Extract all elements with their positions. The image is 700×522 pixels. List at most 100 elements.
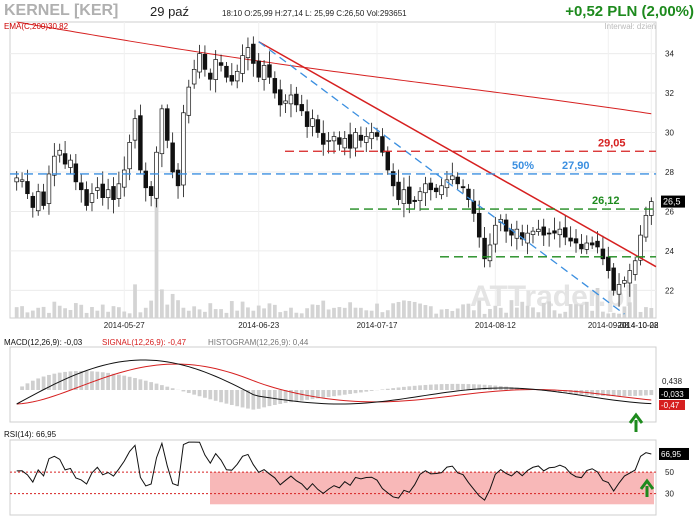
volume-bar: [584, 301, 589, 318]
volume-bar: [359, 307, 363, 318]
signal-label: SIGNAL(12,26,9): -0,47: [102, 338, 187, 347]
volume-bar: [294, 312, 299, 318]
volume-bar: [606, 313, 611, 318]
volume-bar: [369, 310, 374, 318]
candle-body: [417, 191, 423, 202]
candle-body: [487, 244, 493, 262]
candle-body: [62, 153, 68, 165]
candle-body: [277, 89, 283, 106]
candle-body: [272, 78, 278, 94]
macd-histogram-bar: [391, 388, 396, 390]
candle-body: [256, 60, 261, 78]
price-x-tick: 2014-05-27: [104, 321, 145, 330]
candle-body: [643, 215, 649, 238]
macd-histogram-bar: [342, 390, 347, 395]
candle-body: [14, 177, 19, 183]
candle-body: [73, 163, 79, 183]
volume-bar: [466, 303, 471, 318]
macd-histogram-bar: [79, 370, 84, 390]
volume-bar: [644, 307, 648, 318]
volume-bar: [482, 313, 487, 318]
macd-histogram-bar: [170, 388, 175, 390]
volume-bar: [36, 307, 41, 318]
candle-body: [358, 134, 364, 141]
volume-bar: [402, 300, 406, 318]
volume-bar: [520, 301, 525, 318]
candle-body: [541, 226, 546, 236]
macd-histogram-bar: [353, 390, 358, 394]
candle-body: [439, 185, 444, 196]
volume-bar: [590, 310, 595, 318]
candle-body: [337, 137, 342, 145]
candle-body: [261, 65, 267, 80]
macd-histogram-bar: [611, 390, 616, 397]
volume-bar: [181, 307, 186, 318]
candle-body: [638, 234, 643, 261]
candle-body: [326, 140, 331, 142]
candle-body: [165, 108, 170, 141]
macd-histogram-bar: [488, 385, 492, 390]
macd-histogram-bar: [262, 390, 266, 408]
candle-body: [315, 119, 321, 133]
macd-histogram-bar: [68, 371, 73, 390]
candle-body: [154, 151, 159, 199]
volume-bar: [176, 300, 180, 318]
candle-body: [84, 189, 89, 206]
candle-body: [347, 134, 353, 149]
candle-body: [514, 228, 520, 239]
volume-bar: [267, 303, 272, 318]
macd-histogram-bar: [25, 383, 30, 390]
candle-body: [143, 170, 148, 189]
macd-histogram-bar: [364, 390, 369, 392]
macd-histogram-bar: [111, 373, 116, 390]
macd-histogram-bar: [563, 390, 568, 394]
volume-bar: [504, 312, 508, 318]
macd-histogram-bar: [418, 385, 422, 390]
candle-body: [251, 43, 256, 64]
candle-body: [525, 232, 530, 244]
volume-bar: [601, 311, 605, 318]
candle-body: [175, 169, 181, 187]
candle-body: [170, 142, 175, 173]
macd-histogram-bar: [477, 384, 482, 390]
signal-value-box: [659, 400, 685, 410]
macd-histogram-bar: [160, 385, 164, 390]
macd-histogram-bar: [47, 374, 51, 390]
macd-histogram-bar: [558, 390, 562, 393]
candle-body: [563, 227, 568, 238]
macd-histogram-bar: [20, 386, 24, 390]
candle-body: [304, 111, 310, 127]
volume-bar: [100, 304, 105, 318]
candle-body: [606, 256, 611, 271]
candle-body: [568, 237, 573, 242]
macd-histogram-bar: [127, 376, 132, 390]
macd-histogram-bar: [90, 371, 94, 390]
macd-histogram-bar: [385, 388, 390, 390]
candle-body: [342, 138, 347, 149]
candle-body: [589, 242, 595, 246]
macd-histogram-bar: [95, 371, 100, 390]
candle-body: [369, 132, 374, 140]
volume-bar: [283, 310, 288, 318]
macd-histogram-bar: [224, 390, 229, 404]
volume-bar: [251, 310, 256, 318]
price-y-tick: 30: [665, 129, 674, 138]
volume-bar: [418, 303, 422, 318]
candle-body: [390, 171, 396, 187]
rsi-y-tick: 50: [665, 468, 674, 477]
volume-bar: [219, 309, 223, 318]
volume-bar: [41, 306, 46, 318]
candle-body: [78, 182, 84, 191]
rsi-y-tick: 30: [665, 490, 674, 499]
candle-body: [433, 187, 439, 193]
volume-bar: [73, 303, 78, 318]
macd-histogram-bar: [649, 390, 654, 396]
candle-body: [127, 142, 132, 170]
candle-body: [294, 93, 299, 106]
volume-bar: [348, 302, 353, 318]
candle-body: [611, 267, 616, 291]
candle-body: [428, 182, 434, 191]
candle-body: [288, 94, 294, 105]
candle-body: [616, 284, 622, 295]
volume-bar: [638, 311, 643, 318]
